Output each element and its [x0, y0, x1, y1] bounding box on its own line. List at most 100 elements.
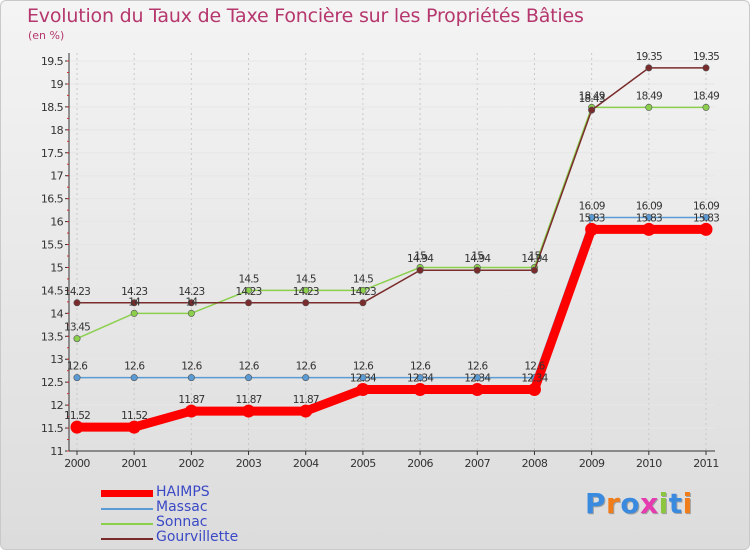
data-label-massac: 12.6 — [410, 361, 431, 373]
data-label-massac: 12.6 — [67, 361, 88, 373]
data-point-massac — [245, 374, 253, 382]
y-tick-label: 19.5 — [41, 55, 64, 68]
data-point-gourvillette — [588, 106, 596, 114]
proxiti-logo: Proxiti — [585, 487, 693, 520]
y-tick-label: 18.5 — [41, 101, 64, 114]
data-label-haimps: 11.87 — [236, 394, 262, 406]
y-tick-label: 11.5 — [41, 422, 64, 435]
x-tick-label: 2002 — [179, 457, 205, 470]
series-line-massac — [77, 216, 706, 379]
data-point-massac — [416, 374, 424, 382]
y-tick-label: 16 — [50, 216, 63, 229]
data-point-sonnac — [702, 103, 710, 111]
data-point-haimps — [585, 222, 599, 236]
data-point-gourvillette — [130, 299, 138, 307]
x-tick-label: 2007 — [464, 457, 490, 470]
series-line-haimps — [77, 224, 706, 432]
y-tick-label: 17.5 — [41, 147, 64, 160]
data-point-gourvillette — [702, 64, 710, 72]
data-point-gourvillette — [416, 266, 424, 274]
data-point-haimps — [413, 383, 427, 397]
data-label-massac: 12.6 — [296, 361, 317, 373]
data-label-massac: 12.6 — [353, 361, 374, 373]
data-label-haimps: 15.83 — [636, 212, 662, 224]
data-point-sonnac — [245, 286, 253, 294]
data-label-haimps: 15.83 — [693, 212, 719, 224]
data-label-gourvillette: 14.23 — [178, 286, 204, 298]
data-label-gourvillette: 14.23 — [293, 286, 319, 298]
x-tick-label: 2000 — [64, 457, 90, 470]
y-tick-label: 11 — [50, 445, 63, 458]
data-label-gourvillette: 14.23 — [64, 286, 90, 298]
data-label-sonnac: 18.49 — [579, 90, 605, 102]
chart-title: Evolution du Taux de Taxe Foncière sur l… — [27, 5, 584, 27]
data-label-gourvillette: 14.23 — [236, 286, 262, 298]
data-point-gourvillette — [73, 299, 81, 307]
data-point-massac — [73, 374, 81, 382]
data-point-gourvillette — [302, 299, 310, 307]
logo-letter: i — [658, 487, 669, 520]
legend-label-massac: Massac — [156, 499, 208, 515]
data-label-gourvillette: 19.35 — [636, 51, 662, 63]
data-label-sonnac: 13.45 — [64, 322, 90, 334]
legend-swatch-haimps — [101, 490, 153, 497]
data-point-sonnac — [645, 103, 653, 111]
logo-letter: P — [585, 487, 607, 520]
legend-label-sonnac: Sonnac — [156, 514, 208, 530]
data-label-sonnac: 15 — [471, 250, 483, 262]
data-point-sonnac — [359, 286, 367, 294]
data-point-haimps — [699, 222, 713, 236]
data-point-gourvillette — [473, 266, 481, 274]
data-point-massac — [130, 374, 138, 382]
data-label-sonnac: 18.49 — [693, 90, 719, 102]
y-tick-label: 13.5 — [41, 330, 64, 343]
data-label-sonnac: 18.49 — [636, 90, 662, 102]
y-tick-label: 17 — [50, 170, 63, 183]
data-point-haimps — [184, 404, 198, 418]
logo-letter: x — [640, 487, 659, 520]
data-point-haimps — [127, 420, 141, 434]
data-point-gourvillette — [530, 266, 538, 274]
x-tick-label: 2011 — [693, 457, 719, 470]
data-point-haimps — [299, 404, 313, 418]
x-tick-label: 2010 — [636, 457, 662, 470]
data-label-gourvillette: 18.43 — [579, 93, 605, 105]
data-point-massac — [187, 374, 195, 382]
logo-letter: i — [682, 487, 693, 520]
data-point-massac — [359, 374, 367, 382]
legend-label-gourvillette: Gourvillette — [156, 529, 239, 545]
data-label-gourvillette: 14.23 — [350, 286, 376, 298]
x-tick-label: 2004 — [293, 457, 319, 470]
data-point-haimps — [70, 420, 84, 434]
data-point-massac — [473, 374, 481, 382]
data-label-massac: 12.6 — [524, 361, 545, 373]
data-label-haimps: 12.34 — [464, 373, 491, 385]
data-label-haimps: 12.34 — [407, 373, 434, 385]
data-label-sonnac: 14 — [128, 296, 141, 308]
logo-letter: o — [620, 487, 641, 520]
data-label-sonnac: 14.5 — [238, 273, 258, 285]
x-tick-label: 2008 — [522, 457, 548, 470]
data-label-sonnac: 14 — [185, 296, 198, 308]
data-label-massac: 12.6 — [181, 361, 202, 373]
data-point-gourvillette — [645, 64, 653, 72]
data-label-gourvillette: 14.94 — [464, 253, 491, 265]
y-tick-label: 16.5 — [41, 193, 64, 206]
data-label-sonnac: 15 — [529, 250, 541, 262]
data-label-sonnac: 15 — [414, 250, 426, 262]
data-point-haimps — [470, 383, 484, 397]
x-tick-label: 2001 — [121, 457, 147, 470]
logo-letter: t — [668, 487, 683, 520]
data-label-massac: 16.09 — [636, 200, 662, 212]
data-point-haimps — [527, 383, 541, 397]
data-point-sonnac — [130, 309, 138, 317]
y-tick-label: 15 — [50, 261, 63, 274]
data-point-sonnac — [302, 286, 310, 294]
data-point-sonnac — [187, 309, 195, 317]
legend-swatch-gourvillette — [101, 538, 153, 540]
series-line-gourvillette — [77, 67, 706, 304]
data-point-haimps — [356, 383, 370, 397]
legend-swatch-sonnac — [101, 523, 153, 525]
